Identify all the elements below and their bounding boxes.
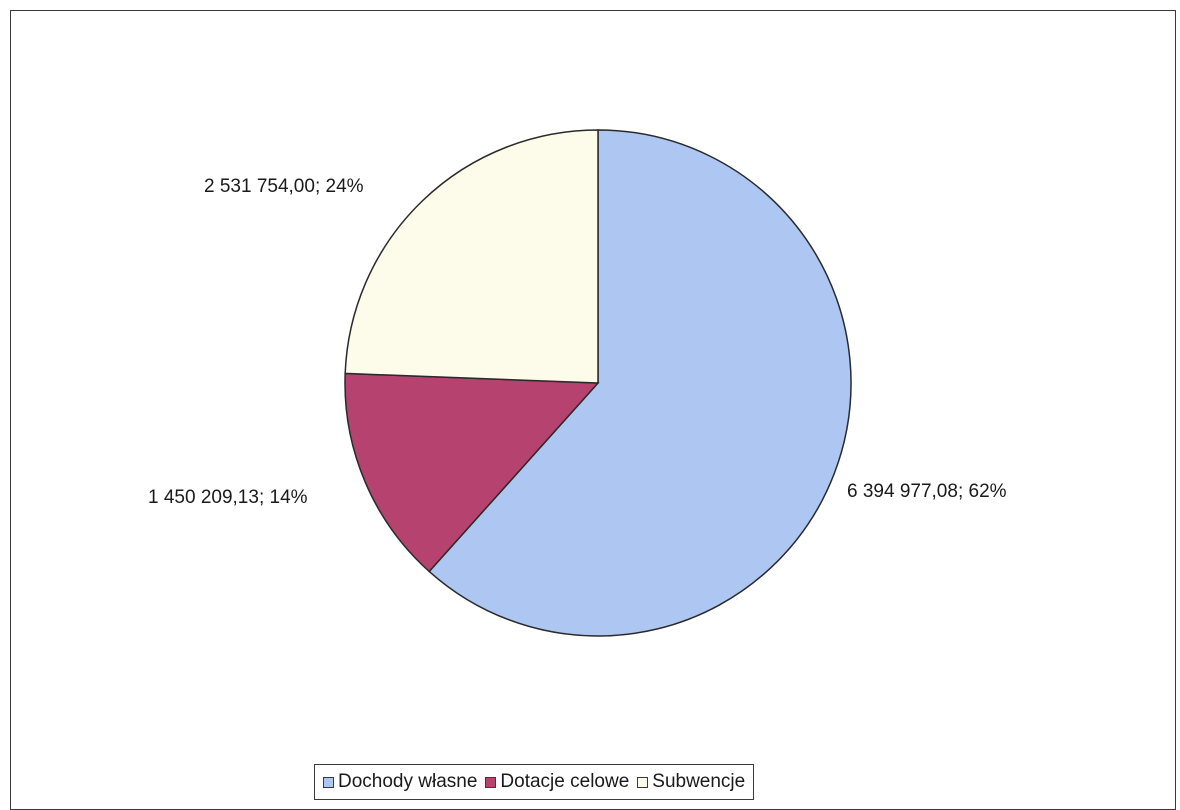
legend-label-subwencje: Subwencje (652, 771, 746, 792)
slice-label-dochody-wlasne: 6 394 977,08; 62% (847, 481, 1007, 502)
legend-swatch-subwencje (637, 776, 649, 788)
legend-swatch-dotacje-celowe (485, 776, 497, 788)
legend-item-dotacje-celowe: Dotacje celowe (485, 771, 629, 793)
legend-label-dotacje-celowe: Dotacje celowe (500, 771, 630, 792)
pie-slice-dochody-wlasne (428, 129, 852, 637)
pie-slices (344, 129, 852, 637)
legend-item-subwencje: Subwencje (637, 771, 745, 793)
pie-slice-dotacje-celowe (344, 372, 600, 573)
legend-label-dochody-wlasne: Dochody własne (338, 771, 478, 792)
slice-label-dotacje-celowe: 1 450 209,13; 14% (148, 487, 308, 508)
pie-slice-subwencje (344, 129, 599, 384)
legend-swatch-dochody-wlasne (323, 776, 334, 788)
slice-label-subwencje: 2 531 754,00; 24% (204, 176, 364, 197)
chart-legend: Dochody własne Dotacje celowe Subwencje (314, 764, 755, 800)
legend-item-dochody-wlasne: Dochody własne (323, 771, 477, 793)
